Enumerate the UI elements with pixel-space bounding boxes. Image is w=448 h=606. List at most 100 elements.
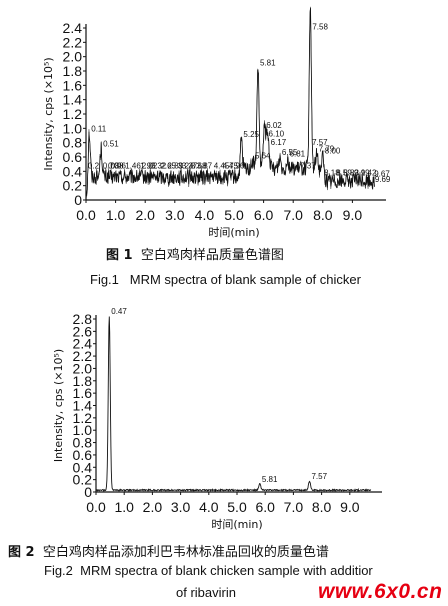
y-tick-label: 2.2 [63,34,83,50]
fig1-caption-cn-prefix: 图 1 [106,248,133,263]
baseline-peak-label: 4.45 [214,161,230,170]
x-tick-label: 0.0 [86,499,106,515]
baseline-peak-label: 0.2 [88,161,100,170]
baseline-peak-label: 2.02 [142,161,158,170]
y-tick-label: 1.2 [73,410,93,426]
x-tick-label: 7.0 [284,499,304,515]
x-tick-label: 5.0 [224,207,244,223]
fig2-caption-cn: 图 2 空白鸡肉样品添加利巴韦林标准品回收的质量色谱 [8,541,329,560]
baseline-peak-label: 7.37 [300,161,316,170]
y-axis-title: Intensity, cps (×10⁵) [42,57,55,170]
peak-label: 9.67 [374,170,390,179]
chart-fig1: 00.20.40.60.81.01.21.41.61.82.02.22.40.0… [42,6,391,239]
baseline-peak-label: 4.96 [229,161,245,170]
fig2-caption-en-text2: of ribavirin [176,585,236,600]
baseline-peak-label: 3.68 [191,161,207,170]
peak-label: 6.02 [266,121,282,130]
baseline-peak-label: 3.24 [178,161,194,170]
x-tick-label: 6.0 [254,207,274,223]
y-tick-label: 1.2 [63,106,83,122]
x-tick-label: 1.0 [106,207,126,223]
y-tick-label: 0.6 [63,149,83,165]
x-tick-label: 2.0 [135,207,155,223]
y-tick-label: 0 [74,192,82,208]
y-tick-label: 2.0 [73,360,93,376]
x-tick-label: 1.0 [114,499,134,515]
baseline-peak-label: 9.42 [361,169,377,178]
y-tick-label: 2.4 [73,336,93,352]
peak-label: 7.58 [312,23,328,32]
x-tick-label: 8.0 [312,499,332,515]
baseline-peak-label: 1.96 [140,161,156,170]
series-trace [95,316,372,493]
x-tick-label: 9.0 [343,207,363,223]
baseline-peak-label: 4.75 [223,161,239,170]
peak-label: 5.81 [262,475,278,484]
x-tick-label: 9.0 [340,499,360,515]
y-tick-label: 1.8 [63,63,83,79]
peak-label: 5.25 [243,130,259,139]
fig1-caption-en-text: MRM spectra of blank sample of chicker [129,272,361,287]
peak-label: 5.64 [255,152,271,161]
fig1-caption-cn: 图 1 空白鸡肉样品质量色谱图 [106,244,284,263]
y-tick-label: 2.4 [63,20,83,36]
y-tick-label: 0.6 [73,447,93,463]
peak-label: 9.69 [375,175,391,184]
y-tick-label: 1.0 [73,422,93,438]
y-tick-label: 1.6 [63,77,83,93]
watermark-logo: www.6x0.cn [318,580,443,603]
baseline-peak-label: 3.37 [182,161,198,170]
x-tick-label: 5.0 [227,499,247,515]
y-tick-label: 1.6 [73,385,93,401]
x-tick-label: 7.0 [283,207,303,223]
fig1-caption-cn-text: 空白鸡肉样品质量色谱图 [140,248,284,263]
fig2-caption-en-prefix: Fig.2 [44,563,73,578]
baseline-peak-label: 3.87 [197,161,213,170]
peak-label: 7.57 [312,138,328,147]
fig2-caption-cn-text: 空白鸡肉样品添加利巴韦林标准品回收的质量色谱 [42,545,329,560]
y-tick-label: 2.2 [73,348,93,364]
y-tick-label: 1.0 [63,120,83,136]
peak-label: 5.81 [260,58,276,67]
y-tick-label: 1.8 [73,373,93,389]
fig2-caption-en-line2: of ribavirin [176,585,236,600]
x-tick-label: 8.0 [313,207,333,223]
peak-label: 8.00 [325,147,341,156]
baseline-peak-label: 8.59 [336,169,352,178]
baseline-peak-label: 8.83 [343,169,359,178]
peak-label: 6.55 [282,148,298,157]
y-tick-label: 2.8 [73,311,93,327]
peak-label: 6.10 [269,129,285,138]
baseline-peak-label: 2.65 [160,161,176,170]
y-tick-label: 0.4 [73,459,93,475]
fig1-plot: 00.20.40.60.81.01.21.41.61.82.02.22.40.0… [42,6,391,239]
x-tick-label: 0.0 [76,207,96,223]
y-tick-label: 0 [84,484,92,500]
fig1-caption-en-prefix: Fig.1 [90,272,119,287]
peak-label: 0.47 [111,307,127,316]
baseline-peak-label: 0.96 [110,161,126,170]
baseline-peak-label: 2.89 [168,161,184,170]
fig2-caption-en-text: MRM spectra of blank chicken sample with… [80,563,373,578]
peak-label: 7.79 [319,144,335,153]
x-tick-label: 4.0 [199,499,219,515]
y-tick-label: 1.4 [63,92,83,108]
series-trace [85,8,375,196]
y-tick-label: 0.2 [73,472,93,488]
baseline-peak-label: 0.70 [103,161,119,170]
x-tick-label: 2.0 [143,499,163,515]
y-tick-label: 0.8 [63,135,83,151]
y-tick-label: 0.4 [63,163,83,179]
y-tick-label: 0.2 [63,178,83,194]
baseline-peak-label: 0.88 [108,161,124,170]
x-tick-label: 3.0 [171,499,191,515]
fig2-caption-en-line1: Fig.2 MRM spectra of blank chicken sampl… [44,563,373,578]
x-axis-title: 时间(min) [211,518,262,531]
chart-fig2: 00.20.40.60.81.01.21.41.61.82.02.22.42.6… [52,307,382,531]
peak-label: 0.51 [103,139,119,148]
peak-label: 0.11 [91,124,107,133]
y-tick-label: 2.0 [63,49,83,65]
fig1-caption-en: Fig.1 MRM spectra of blank sample of chi… [90,272,361,287]
x-axis-title: 时间(min) [208,226,259,239]
y-tick-label: 0.8 [73,435,93,451]
